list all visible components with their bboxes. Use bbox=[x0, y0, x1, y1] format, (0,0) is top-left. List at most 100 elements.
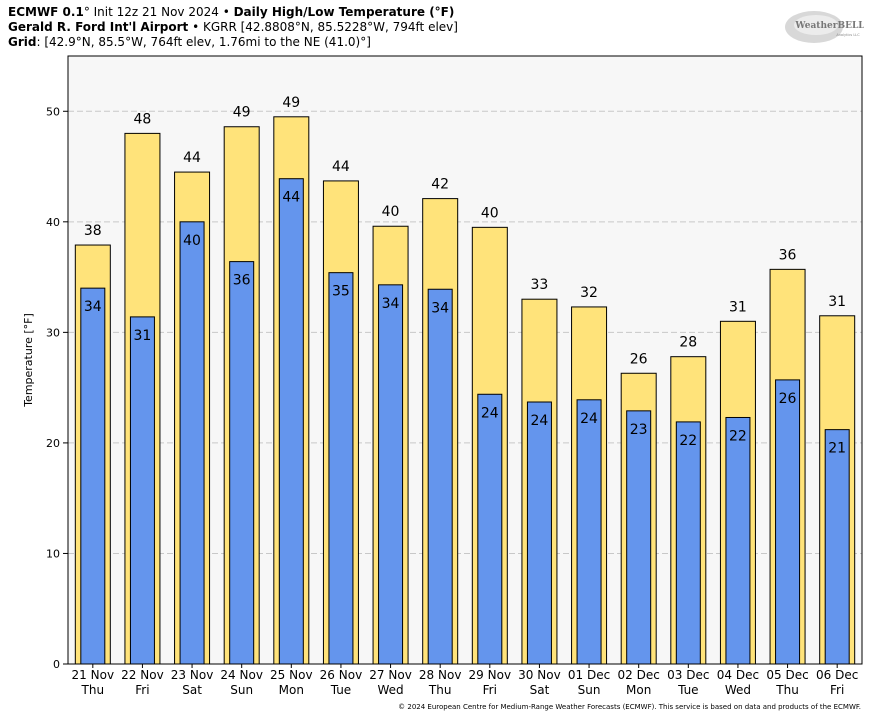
bar-high-label: 42 bbox=[431, 177, 449, 193]
x-weekday-label: Sat bbox=[530, 683, 550, 697]
bar-high-label: 26 bbox=[630, 351, 648, 367]
x-weekday-label: Mon bbox=[279, 683, 304, 697]
bar-high bbox=[471, 226, 508, 665]
header-line-3: Grid: [42.9°N, 85.5°W, 764ft elev, 1.76m… bbox=[8, 35, 371, 50]
x-tick-label: 06 Dec bbox=[816, 668, 858, 682]
bar-high bbox=[620, 372, 657, 665]
bar-high-label: 48 bbox=[134, 111, 152, 127]
y-tick-label: 10 bbox=[46, 547, 60, 560]
bar-low bbox=[80, 287, 106, 665]
bar-low-label: 22 bbox=[729, 428, 747, 444]
bar-low-label: 21 bbox=[828, 441, 846, 457]
bar-low bbox=[775, 379, 801, 665]
product-title: Daily High/Low Temperature (°F) bbox=[233, 5, 455, 19]
header-line-2: Gerald R. Ford Int'l Airport • KGRR [42.… bbox=[8, 20, 458, 35]
bar-high bbox=[174, 171, 211, 665]
bar-low-label: 36 bbox=[233, 273, 251, 289]
bar-high-label: 49 bbox=[233, 105, 251, 121]
bar-high bbox=[124, 132, 161, 665]
logo-subtext: Analytics LLC bbox=[836, 33, 860, 37]
bar-low-label: 24 bbox=[481, 405, 499, 421]
bar-high bbox=[322, 180, 359, 665]
x-weekday-label: Thu bbox=[775, 683, 799, 697]
bar-low bbox=[378, 284, 404, 665]
grid-detail: : [42.9°N, 85.5°W, 764ft elev, 1.76mi to… bbox=[36, 35, 371, 49]
x-tick-label: 04 Dec bbox=[717, 668, 759, 682]
station-name: Gerald R. Ford Int'l Airport bbox=[8, 20, 189, 34]
x-tick-label: 24 Nov bbox=[220, 668, 263, 682]
y-tick-label: 30 bbox=[46, 326, 60, 339]
copyright-notice: © 2024 European Centre for Medium-Range … bbox=[398, 703, 861, 711]
logo-text: WeatherBELL bbox=[794, 21, 864, 31]
x-weekday-label: Fri bbox=[483, 683, 497, 697]
bar-low bbox=[278, 178, 304, 665]
x-weekday-label: Sun bbox=[230, 683, 253, 697]
x-weekday-label: Thu bbox=[81, 683, 105, 697]
weatherbell-logo: WeatherBELL Analytics LLC bbox=[785, 11, 864, 43]
header-line-1: ECMWF 0.1° Init 12z 21 Nov 2024 • Daily … bbox=[8, 5, 454, 20]
x-tick-label: 01 Dec bbox=[568, 668, 610, 682]
bar-high bbox=[819, 315, 856, 665]
bar-high bbox=[422, 198, 459, 665]
bar-high-label: 40 bbox=[382, 204, 400, 220]
bar-high bbox=[670, 356, 707, 665]
bar-high-label: 31 bbox=[729, 299, 747, 315]
bar-high-label: 36 bbox=[779, 247, 797, 263]
x-tick-label: 28 Nov bbox=[419, 668, 462, 682]
y-tick-label: 20 bbox=[46, 437, 60, 450]
plot-area bbox=[68, 56, 862, 664]
bar-low bbox=[824, 429, 850, 665]
bar-low-label: 44 bbox=[282, 190, 300, 206]
x-tick-label: 27 Nov bbox=[369, 668, 412, 682]
bar-high-label: 31 bbox=[828, 294, 846, 310]
bar-high-label: 49 bbox=[282, 95, 300, 111]
x-weekday-label: Tue bbox=[330, 683, 352, 697]
bar-low bbox=[129, 316, 155, 665]
plot-frame bbox=[67, 55, 863, 665]
bar-low bbox=[427, 288, 453, 665]
bar-low-label: 24 bbox=[531, 413, 549, 429]
y-tick-label: 0 bbox=[53, 658, 60, 671]
bar-low bbox=[626, 410, 652, 665]
y-axis-label: Temperature [°F] bbox=[22, 313, 35, 408]
x-weekday-label: Sat bbox=[182, 683, 202, 697]
x-weekday-label: Wed bbox=[725, 683, 751, 697]
bar-low-label: 26 bbox=[779, 391, 797, 407]
bar-low bbox=[229, 261, 255, 665]
bar-high bbox=[273, 116, 310, 665]
bar-low bbox=[576, 399, 602, 665]
bar-low-label: 34 bbox=[84, 299, 102, 315]
station-detail: • KGRR [42.8808°N, 85.5228°W, 794ft elev… bbox=[188, 20, 458, 34]
x-tick-label: 21 Nov bbox=[72, 668, 115, 682]
x-weekday-label: Tue bbox=[677, 683, 699, 697]
bar-high-label: 28 bbox=[679, 335, 697, 351]
bar-low-label: 34 bbox=[431, 300, 449, 316]
bar-high-label: 38 bbox=[84, 223, 102, 239]
bar-high bbox=[223, 126, 260, 665]
x-tick-label: 05 Dec bbox=[766, 668, 808, 682]
x-weekday-label: Mon bbox=[626, 683, 651, 697]
bar-low-label: 35 bbox=[332, 284, 350, 300]
bar-low-label: 23 bbox=[630, 422, 648, 438]
x-tick-label: 30 Nov bbox=[518, 668, 561, 682]
bar-low-label: 40 bbox=[183, 233, 201, 249]
bar-low bbox=[675, 421, 701, 665]
bar-low bbox=[526, 401, 552, 665]
grid-label: Grid bbox=[8, 35, 37, 49]
model-name: ECMWF 0.1 bbox=[8, 5, 84, 19]
x-tick-label: 29 Nov bbox=[469, 668, 512, 682]
x-weekday-label: Thu bbox=[428, 683, 452, 697]
bar-high bbox=[571, 306, 608, 665]
x-tick-label: 22 Nov bbox=[121, 668, 164, 682]
x-tick-label: 23 Nov bbox=[171, 668, 214, 682]
x-tick-label: 25 Nov bbox=[270, 668, 313, 682]
bar-low bbox=[477, 393, 503, 665]
y-tick-label: 50 bbox=[46, 105, 60, 118]
x-weekday-label: Fri bbox=[135, 683, 149, 697]
bar-low-label: 31 bbox=[134, 328, 152, 344]
x-weekday-label: Wed bbox=[377, 683, 403, 697]
bar-high bbox=[372, 225, 409, 665]
bar-high bbox=[719, 320, 756, 665]
bar-high-label: 44 bbox=[183, 150, 201, 166]
